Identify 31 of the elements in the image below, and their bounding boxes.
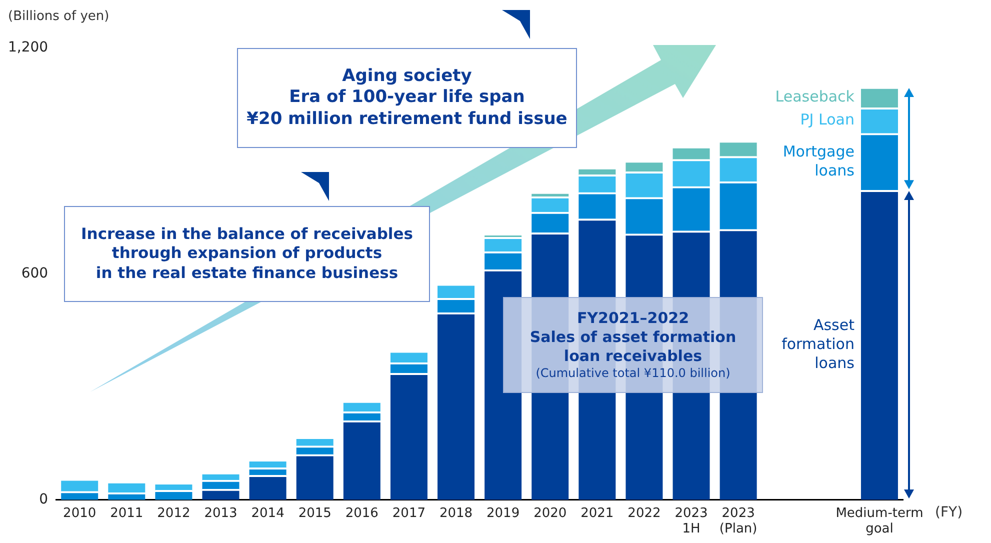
x-tick-label: 2018 xyxy=(439,506,473,521)
x-tick-label: 2022 xyxy=(628,506,661,521)
x-tick-label: Medium-term goal xyxy=(836,506,924,537)
y-axis-title: (Billions of yen) xyxy=(8,9,110,24)
x-tick-label: 2013 xyxy=(204,506,238,521)
x-tick-label: 2012 xyxy=(157,506,190,521)
x-tick-label: 2020 xyxy=(534,506,567,521)
x-tick-label: 2011 xyxy=(110,506,144,521)
annotation: Increase in the balance of receivables through expansion of products in the real estate finance business xyxy=(81,224,413,284)
y-tick-label: 1,200 xyxy=(8,40,48,56)
series-label: Mortgage loans xyxy=(782,142,855,180)
series-label: Leaseback xyxy=(775,87,855,106)
x-tick-label: 2019 xyxy=(486,506,520,521)
x-tick-label: 2015 xyxy=(298,506,332,521)
x-tick-label: 2023 (Plan) xyxy=(719,506,758,537)
annotation: FY2021–2022 Sales of asset formation loan receivables (Cumulative total ¥110.0 billion) xyxy=(530,309,736,381)
text-box: Aging society Era of 100-year life span ¥20 million retirement fund issue xyxy=(237,48,577,148)
x-tick-label: 2016 xyxy=(345,506,378,521)
text-box: Increase in the balance of receivables through expansion of products in the real estate finance business xyxy=(64,206,430,302)
x-tick-label: 2023 1H xyxy=(674,506,708,537)
annotation: Aging society Era of 100-year life span ¥20 million retirement fund issue xyxy=(246,66,568,130)
y-tick-label: 600 xyxy=(21,266,48,282)
x-tick-label: 2014 xyxy=(251,506,284,521)
text-box: FY2021–2022 Sales of asset formation loan receivables (Cumulative total ¥110.0 billion) xyxy=(503,297,763,393)
series-label: PJ Loan xyxy=(800,110,854,129)
x-tick-label: 2017 xyxy=(392,506,426,521)
y-tick-label: 0 xyxy=(39,491,48,508)
x-tick-label: 2010 xyxy=(63,506,96,521)
x-axis-title: (FY) xyxy=(935,504,963,520)
x-tick-label: 2021 xyxy=(580,506,614,521)
series-label: Asset formation loans xyxy=(782,316,855,372)
